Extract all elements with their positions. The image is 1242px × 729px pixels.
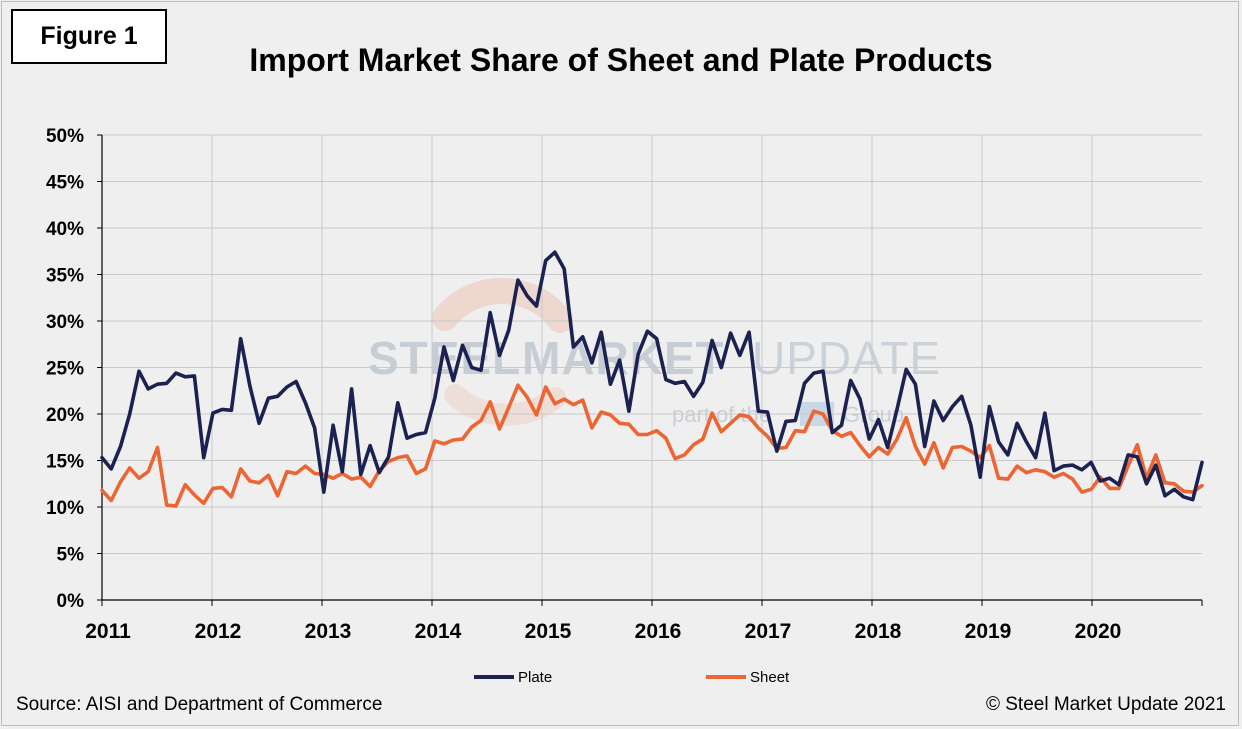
x-tick-label: 2012 [195,620,242,643]
legend-label-sheet: Sheet [750,669,790,686]
x-tick-label: 2018 [855,620,902,643]
x-axis-ticks: 2011 2012 2013 2014 2015 2016 2017 2018 2019 2020 [85,620,1121,643]
y-tick-label: 45% [46,173,84,194]
watermark: STEEL MARKET UPDATE part of the Group [368,278,941,427]
y-axis-ticks: 0% 5% 10% 15% 20% 25% 30% 35% 40% 45% 50% [46,126,84,612]
y-tick-label: 40% [46,219,84,240]
x-tick-label: 2013 [305,620,352,643]
chart-title: Import Market Share of Sheet and Plate P… [249,42,993,78]
series-line-sheet [100,383,1204,508]
y-tick-label: 0% [57,591,85,612]
x-tick-label: 2017 [745,620,792,643]
legend: Plate Sheet [474,669,790,686]
x-tick-label: 2020 [1075,620,1122,643]
y-tick-label: 35% [46,266,84,287]
x-tick-label: 2011 [85,620,131,643]
series-line-plate [100,250,1204,502]
y-tick-label: 10% [46,498,84,519]
copyright-note: © Steel Market Update 2021 [985,694,1226,715]
source-note: Source: AISI and Department of Commerce [16,694,383,715]
y-tick-label: 15% [46,452,84,473]
y-tick-label: 30% [46,312,84,333]
x-tick-label: 2019 [965,620,1012,643]
legend-label-plate: Plate [518,669,552,686]
axes [97,134,1203,606]
x-tick-label: 2014 [415,620,462,643]
y-tick-label: 5% [57,545,85,566]
x-tick-label: 2016 [635,620,682,643]
watermark-arc [432,278,573,333]
y-tick-label: 20% [46,405,84,426]
watermark-word-update: UPDATE [752,332,941,384]
gridlines [102,134,1202,600]
watermark-word-steel: STEEL [368,332,521,384]
y-tick-label: 25% [46,359,84,380]
x-tick-label: 2015 [525,620,572,643]
figure-label: Figure 1 [11,9,167,64]
series [100,250,1204,508]
y-tick-label: 50% [46,126,84,147]
